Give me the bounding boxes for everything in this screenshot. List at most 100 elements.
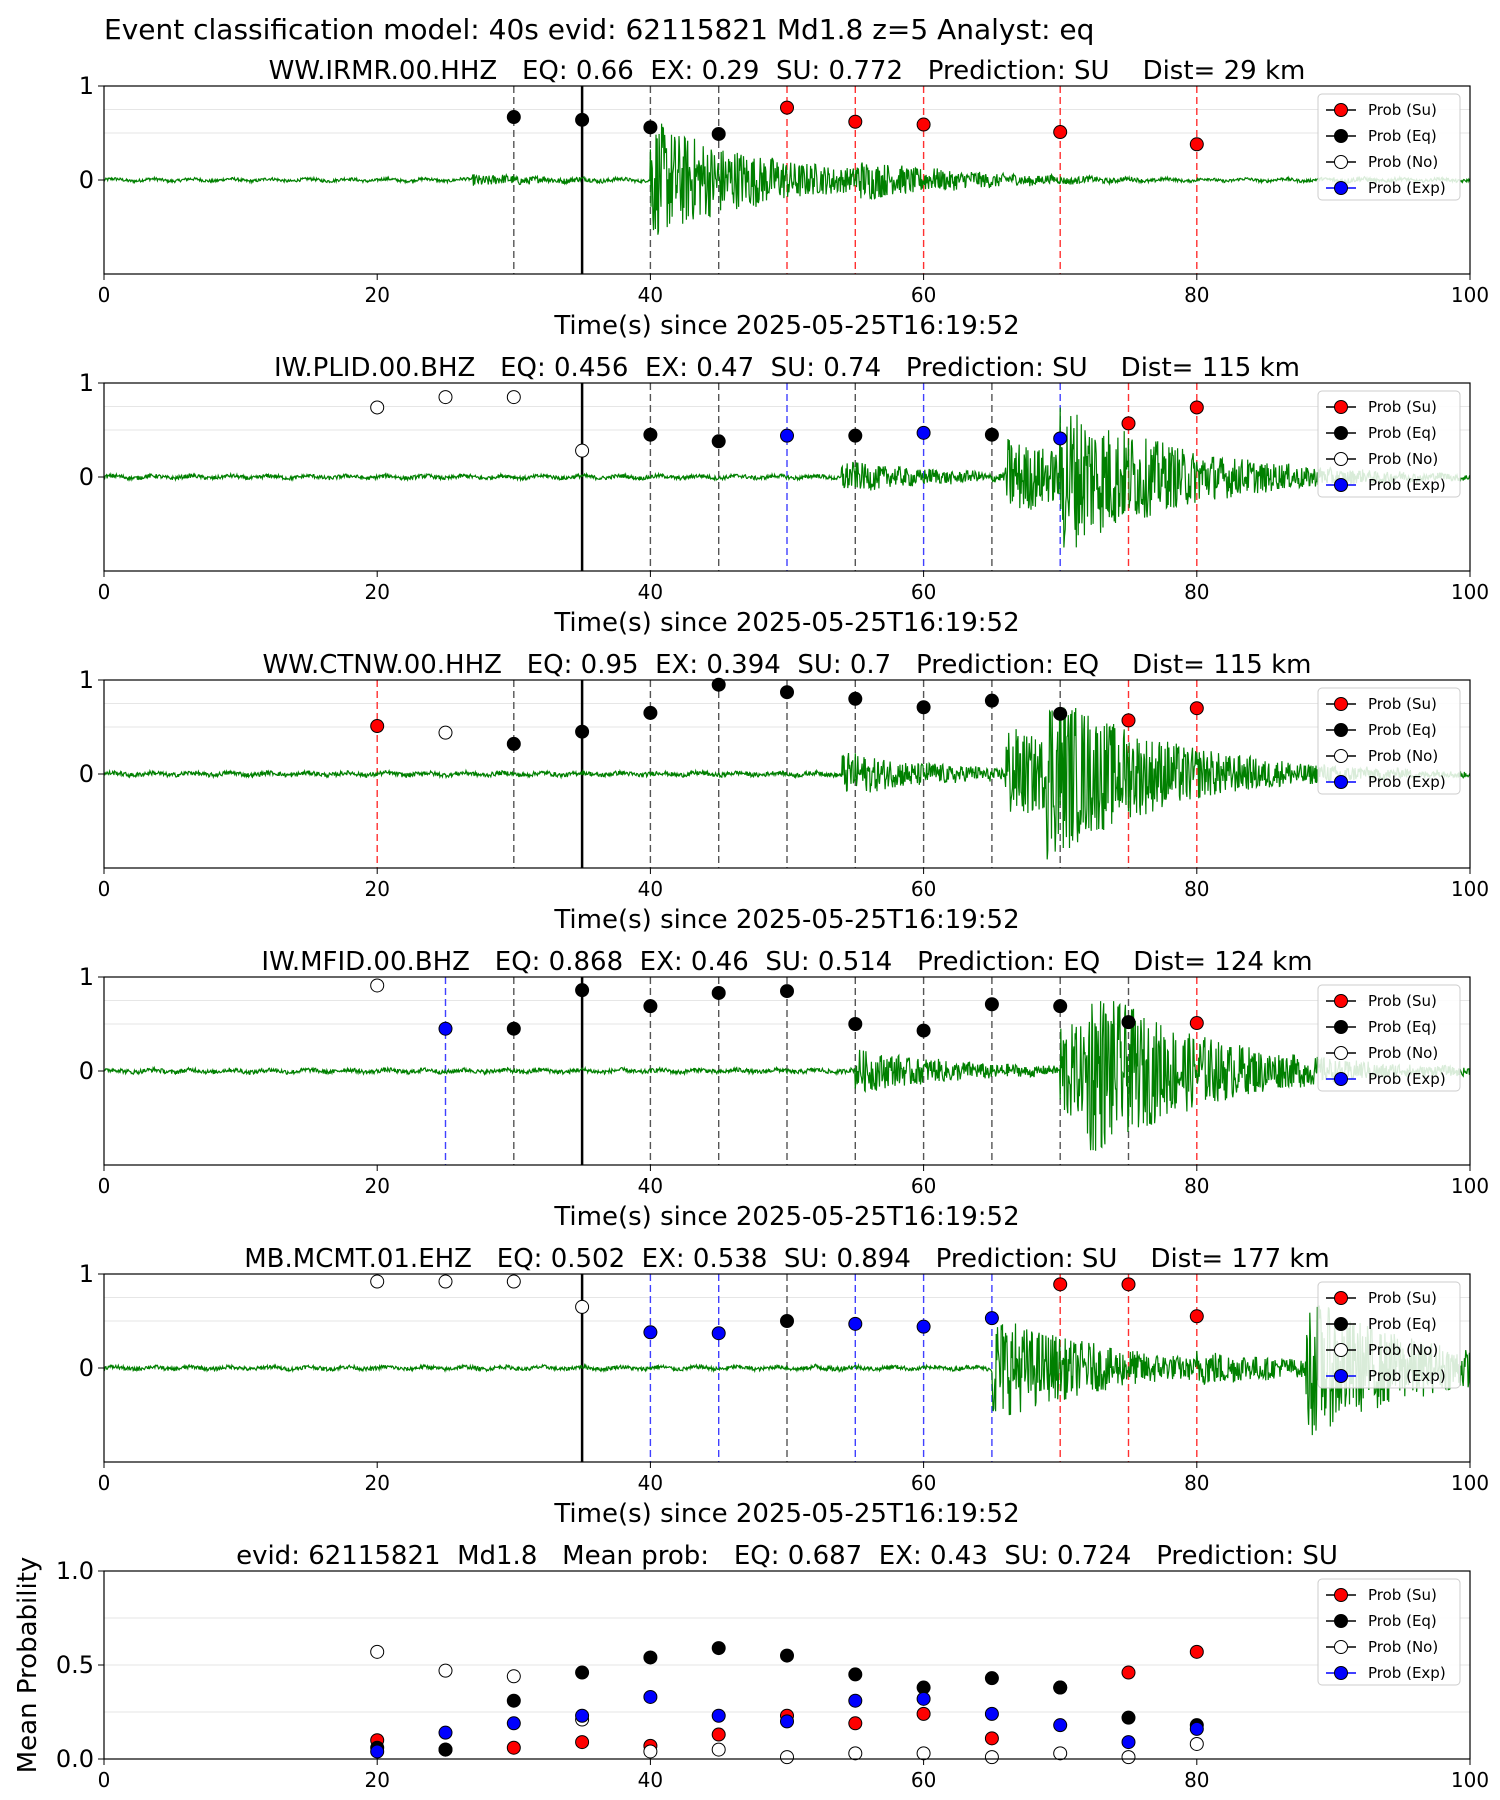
legend-label: Prob (Exp)	[1368, 1070, 1446, 1088]
point-eq	[984, 1671, 999, 1686]
point-su	[575, 1735, 590, 1750]
x-tick-label: 100	[1451, 1471, 1489, 1495]
subplot-title: WW.IRMR.00.HHZ EQ: 0.66 EX: 0.29 SU: 0.7…	[269, 56, 1306, 86]
point-su	[848, 1716, 863, 1731]
legend-marker-eq	[1334, 1614, 1348, 1628]
point-exp	[506, 1716, 521, 1731]
point-no	[1121, 1750, 1136, 1765]
legend-label: Prob (Eq)	[1368, 1315, 1437, 1333]
legend-marker-no	[1334, 1343, 1348, 1357]
x-tick-label: 0	[98, 1768, 111, 1792]
legend-label: Prob (Exp)	[1368, 773, 1446, 791]
point-exp	[848, 1693, 863, 1708]
point-no	[1053, 1746, 1068, 1761]
point-exp	[438, 1725, 453, 1740]
point-eq	[438, 1742, 453, 1757]
point-su	[1189, 400, 1204, 415]
y-tick-label: 0	[79, 1057, 94, 1085]
waveform-trace	[104, 1001, 1470, 1151]
legend-label: Prob (Exp)	[1368, 1367, 1446, 1385]
subplot-3: 0 20 40 60 80 100 0 1 WW.CTNW.00.HHZ EQ: 0.95 EX…	[79, 650, 1489, 935]
point-eq	[506, 736, 521, 751]
x-tick-label: 0	[98, 580, 111, 604]
subplot-2: 0 20 40 60 80 100 0 1 IW.PLID.00.BHZ EQ: 0.456 E…	[79, 353, 1489, 638]
point-su	[1053, 1277, 1068, 1292]
point-su	[848, 114, 863, 129]
point-exp	[916, 1319, 931, 1334]
legend: Prob (Su) Prob (Eq) Prob (No) Prob (Exp)	[1317, 984, 1461, 1092]
point-su	[1189, 1016, 1204, 1031]
point-no	[438, 1274, 453, 1289]
legend-marker-no	[1334, 452, 1348, 466]
x-tick-label: 40	[638, 1768, 663, 1792]
point-eq	[575, 724, 590, 739]
legend-marker-no	[1334, 749, 1348, 763]
y-tick-label: 0.0	[56, 1745, 94, 1773]
point-eq	[643, 120, 658, 135]
point-eq	[643, 427, 658, 442]
legend-marker-eq	[1334, 426, 1348, 440]
point-eq	[506, 110, 521, 125]
x-tick-label: 80	[1184, 1174, 1209, 1198]
point-no	[711, 1742, 726, 1757]
legend-box	[1317, 93, 1461, 201]
point-no	[1189, 1736, 1204, 1751]
legend-label: Prob (Eq)	[1368, 1018, 1437, 1036]
legend-label: Prob (Eq)	[1368, 721, 1437, 739]
point-exp	[916, 1691, 931, 1706]
legend-label: Prob (Eq)	[1368, 127, 1437, 145]
point-exp	[1121, 1735, 1136, 1750]
point-eq	[848, 1017, 863, 1031]
legend-label: Prob (No)	[1368, 1044, 1438, 1062]
y-axis-label: Mean Probability	[13, 1557, 43, 1774]
x-tick-label: 40	[638, 877, 663, 901]
legend: Prob (Su) Prob (Eq) Prob (No) Prob (Exp)	[1317, 390, 1461, 498]
legend-label: Prob (No)	[1368, 1638, 1438, 1656]
point-eq	[848, 691, 863, 706]
legend-box	[1317, 390, 1461, 498]
legend-label: Prob (Su)	[1368, 1586, 1437, 1604]
legend-marker-su	[1334, 1588, 1348, 1602]
y-tick-label: 0	[79, 760, 94, 788]
legend-label: Prob (Exp)	[1368, 1664, 1446, 1682]
point-su	[1189, 701, 1204, 716]
point-su	[1189, 1644, 1204, 1659]
x-tick-label: 100	[1451, 283, 1489, 307]
legend-marker-exp	[1334, 1666, 1348, 1680]
y-tick-label: 1.0	[56, 1557, 94, 1585]
legend-marker-eq	[1334, 723, 1348, 737]
point-no	[848, 1746, 863, 1761]
point-eq	[643, 705, 658, 720]
point-su	[1053, 125, 1068, 140]
point-eq	[575, 983, 590, 998]
point-su	[1121, 416, 1136, 431]
point-eq	[711, 985, 726, 1000]
subplot-6: 0 20 40 60 80 100 0.0 0.5 1.0 evid: 62115821 Md1.…	[13, 1541, 1489, 1792]
x-tick-label: 40	[638, 580, 663, 604]
legend-box	[1317, 1281, 1461, 1389]
legend-marker-exp	[1334, 775, 1348, 789]
legend: Prob (Su) Prob (Eq) Prob (No) Prob (Exp)	[1317, 1578, 1461, 1686]
point-eq	[916, 700, 931, 715]
legend-label: Prob (Exp)	[1368, 179, 1446, 197]
legend-marker-su	[1334, 103, 1348, 117]
point-eq	[506, 1693, 521, 1708]
x-tick-label: 100	[1451, 1768, 1489, 1792]
x-tick-label: 80	[1184, 1768, 1209, 1792]
subplot-1: 0 20 40 60 80 100 0 1 WW.IRMR.00.HHZ EQ: 0.66 EX…	[79, 56, 1489, 341]
point-eq	[848, 428, 863, 443]
x-tick-label: 60	[911, 1768, 936, 1792]
x-tick-label: 100	[1451, 1174, 1489, 1198]
point-exp	[575, 1708, 590, 1723]
point-no	[506, 1669, 521, 1684]
legend-marker-exp	[1334, 181, 1348, 195]
point-eq	[711, 1641, 726, 1656]
point-eq	[1053, 1680, 1068, 1695]
point-eq	[780, 984, 794, 999]
point-su	[780, 100, 794, 115]
x-axis-label: Time(s) since 2025-05-25T16:19:52	[553, 608, 1019, 638]
point-exp	[711, 1326, 726, 1341]
point-no	[780, 1750, 794, 1765]
point-eq	[984, 427, 999, 442]
